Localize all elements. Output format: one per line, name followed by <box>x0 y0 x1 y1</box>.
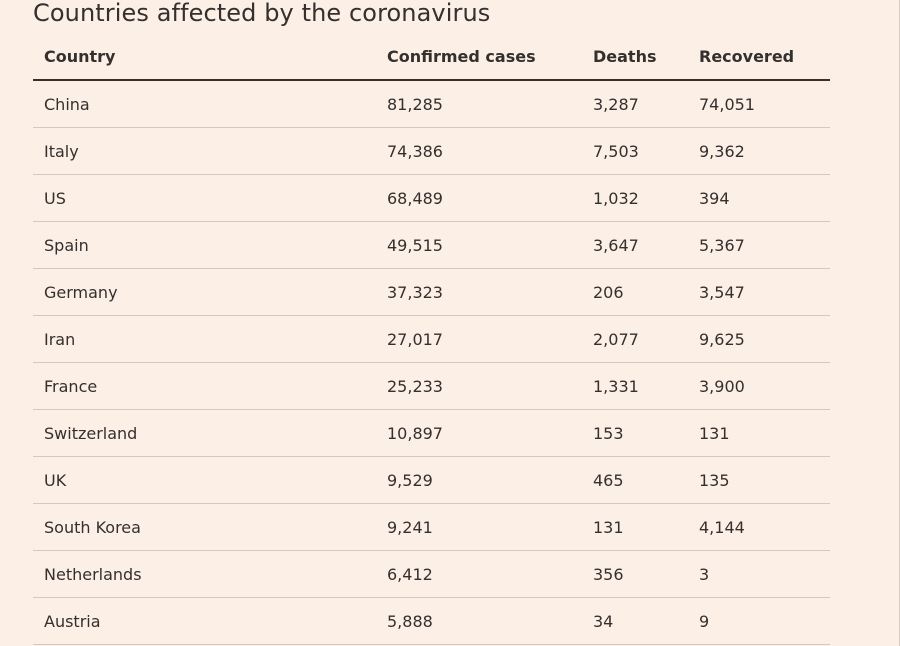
cell-recovered: 9,362 <box>688 127 830 175</box>
table-row: Germany 37,323 206 3,547 <box>33 268 830 316</box>
table-row: South Korea 9,241 131 4,144 <box>33 503 830 551</box>
page-title: Countries affected by the coronavirus <box>33 0 491 27</box>
cell-confirmed-cases: 68,489 <box>376 174 582 222</box>
table-header-row: Country Confirmed cases Deaths Recovered <box>33 34 830 81</box>
cell-recovered: 3,900 <box>688 362 830 410</box>
table-row: Iran 27,017 2,077 9,625 <box>33 315 830 363</box>
cell-confirmed-cases: 10,897 <box>376 409 582 457</box>
cell-confirmed-cases: 9,529 <box>376 456 582 504</box>
cell-deaths: 131 <box>582 503 688 551</box>
cell-deaths: 356 <box>582 550 688 598</box>
cell-recovered: 9,625 <box>688 315 830 363</box>
cell-country: South Korea <box>33 503 376 551</box>
table-row: China 81,285 3,287 74,051 <box>33 80 830 128</box>
cell-country: China <box>33 80 376 128</box>
table-row: Italy 74,386 7,503 9,362 <box>33 127 830 175</box>
cell-deaths: 7,503 <box>582 127 688 175</box>
cell-country: Iran <box>33 315 376 363</box>
table-row: UK 9,529 465 135 <box>33 456 830 504</box>
cell-country: Germany <box>33 268 376 316</box>
cell-confirmed-cases: 74,386 <box>376 127 582 175</box>
coronavirus-cases-table: Country Confirmed cases Deaths Recovered… <box>33 34 830 645</box>
cell-recovered: 3,547 <box>688 268 830 316</box>
cell-deaths: 465 <box>582 456 688 504</box>
cell-confirmed-cases: 5,888 <box>376 597 582 645</box>
cell-country: UK <box>33 456 376 504</box>
cell-deaths: 3,287 <box>582 80 688 128</box>
table-row: US 68,489 1,032 394 <box>33 174 830 222</box>
cell-deaths: 3,647 <box>582 221 688 269</box>
cell-confirmed-cases: 27,017 <box>376 315 582 363</box>
cell-recovered: 3 <box>688 550 830 598</box>
cell-country: Austria <box>33 597 376 645</box>
cell-country: Spain <box>33 221 376 269</box>
cell-recovered: 131 <box>688 409 830 457</box>
cell-country: Switzerland <box>33 409 376 457</box>
cell-deaths: 2,077 <box>582 315 688 363</box>
column-header-recovered: Recovered <box>688 34 830 81</box>
cell-recovered: 4,144 <box>688 503 830 551</box>
cell-deaths: 1,032 <box>582 174 688 222</box>
table-row: Netherlands 6,412 356 3 <box>33 550 830 598</box>
cell-deaths: 1,331 <box>582 362 688 410</box>
column-header-confirmed-cases: Confirmed cases <box>376 34 582 81</box>
table-row: Spain 49,515 3,647 5,367 <box>33 221 830 269</box>
table-row: France 25,233 1,331 3,900 <box>33 362 830 410</box>
cell-country: France <box>33 362 376 410</box>
cell-confirmed-cases: 9,241 <box>376 503 582 551</box>
cell-country: Netherlands <box>33 550 376 598</box>
cell-confirmed-cases: 25,233 <box>376 362 582 410</box>
cell-country: US <box>33 174 376 222</box>
cell-confirmed-cases: 49,515 <box>376 221 582 269</box>
cell-confirmed-cases: 37,323 <box>376 268 582 316</box>
cell-confirmed-cases: 6,412 <box>376 550 582 598</box>
column-header-deaths: Deaths <box>582 34 688 81</box>
cell-recovered: 74,051 <box>688 80 830 128</box>
cell-deaths: 206 <box>582 268 688 316</box>
cell-recovered: 135 <box>688 456 830 504</box>
cell-confirmed-cases: 81,285 <box>376 80 582 128</box>
cell-country: Italy <box>33 127 376 175</box>
cell-recovered: 394 <box>688 174 830 222</box>
cell-deaths: 34 <box>582 597 688 645</box>
cell-recovered: 9 <box>688 597 830 645</box>
cell-deaths: 153 <box>582 409 688 457</box>
table-row: Switzerland 10,897 153 131 <box>33 409 830 457</box>
table-row: Austria 5,888 34 9 <box>33 597 830 645</box>
column-header-country: Country <box>33 34 376 81</box>
cell-recovered: 5,367 <box>688 221 830 269</box>
